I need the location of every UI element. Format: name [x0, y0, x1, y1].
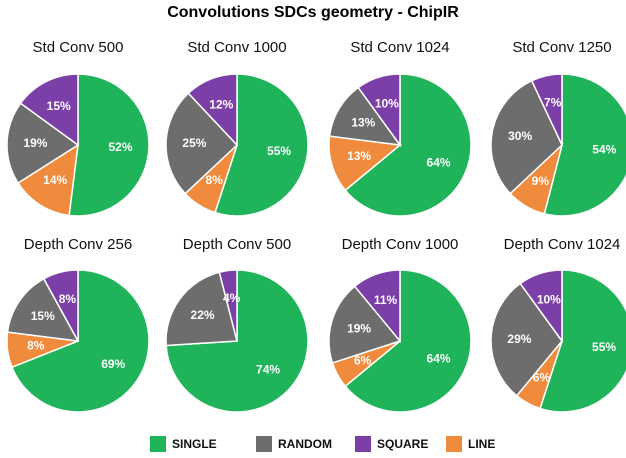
legend-label: LINE — [468, 437, 495, 451]
pie-slice — [17, 143, 79, 217]
pie-title: Std Conv 1250 — [512, 39, 611, 56]
pie-slice — [214, 73, 309, 217]
value-label: 74% — [256, 362, 280, 376]
pie-slice — [344, 269, 472, 413]
value-label: 19% — [23, 136, 47, 150]
legend-swatch — [355, 436, 371, 452]
pie-title: Depth Conv 500 — [183, 236, 291, 253]
value-label: 15% — [31, 309, 55, 323]
legend-label: SQUARE — [377, 437, 428, 451]
value-label: 54% — [592, 143, 616, 157]
pie-slice — [218, 269, 238, 342]
pie-slice — [490, 282, 563, 397]
value-label: 52% — [109, 140, 133, 154]
pie-slice — [68, 73, 150, 217]
pie-title: Depth Conv 256 — [24, 236, 132, 253]
pie-slice — [187, 73, 238, 147]
pie-slice — [165, 271, 238, 347]
pie-slice — [11, 269, 150, 413]
value-label: 6% — [354, 354, 372, 368]
pie-title: Std Conv 500 — [33, 39, 124, 56]
value-label: 19% — [347, 321, 371, 335]
pie-title: Depth Conv 1000 — [342, 236, 459, 253]
value-label: 12% — [209, 98, 233, 112]
value-label: 64% — [427, 155, 451, 169]
value-label: 4% — [223, 291, 241, 305]
pie-slice — [543, 73, 626, 217]
value-label: 13% — [351, 115, 375, 129]
value-label: 55% — [592, 340, 616, 354]
pie-slice — [344, 73, 472, 217]
value-label: 11% — [374, 293, 398, 307]
pie-slice — [328, 285, 402, 364]
legend-swatch — [446, 436, 462, 452]
legend-label: RANDOM — [278, 437, 332, 451]
value-label: 64% — [427, 351, 451, 365]
value-label: 69% — [101, 357, 125, 371]
pie-slice — [328, 135, 402, 192]
value-label: 10% — [375, 97, 399, 111]
value-label: 14% — [43, 173, 67, 187]
legend-swatch — [256, 436, 272, 452]
value-label: 6% — [533, 371, 551, 385]
value-label: 15% — [47, 99, 71, 113]
value-label: 22% — [191, 308, 215, 322]
pie-title: Std Conv 1024 — [350, 39, 449, 56]
pie-slice — [353, 269, 401, 344]
value-label: 7% — [544, 96, 562, 110]
value-label: 29% — [507, 332, 531, 346]
pie-slice — [357, 73, 401, 148]
legend-label: SINGLE — [172, 437, 217, 451]
pie-title: Depth Conv 1024 — [504, 236, 621, 253]
value-label: 8% — [59, 292, 77, 306]
value-label: 30% — [508, 129, 532, 143]
chart-title: Convolutions SDCs geometry - ChipIR — [167, 4, 459, 21]
value-label: 8% — [206, 173, 224, 187]
pie-slice — [539, 269, 626, 413]
pie-slice — [328, 86, 402, 146]
pie-slice — [165, 92, 239, 195]
legend-swatch — [150, 436, 166, 452]
value-label: 13% — [347, 149, 371, 163]
pie-slice — [6, 102, 80, 185]
value-label: 55% — [267, 144, 291, 158]
pie-title: Std Conv 1000 — [187, 39, 286, 56]
pie-slice — [42, 269, 79, 342]
value-label: 10% — [537, 293, 561, 307]
pie-slice — [19, 73, 79, 147]
pie-slice — [530, 73, 563, 146]
pie-slice — [519, 269, 563, 344]
pie-slice — [6, 277, 80, 342]
value-label: 9% — [532, 174, 550, 188]
value-label: 8% — [27, 339, 45, 353]
value-label: 25% — [182, 136, 206, 150]
